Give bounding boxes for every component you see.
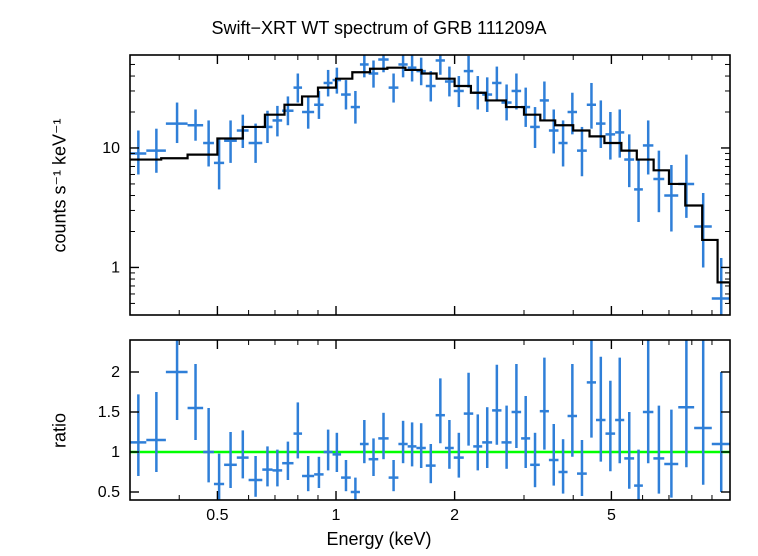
y-tick-label: 1.5 bbox=[98, 404, 120, 421]
y-tick-label: 1 bbox=[111, 259, 120, 276]
x-tick-label: 5 bbox=[607, 507, 616, 524]
x-tick-label: 2 bbox=[450, 507, 459, 524]
y-tick-label: 1 bbox=[111, 444, 120, 461]
y-tick-label: 2 bbox=[111, 364, 120, 381]
spectrum-chart: 0.5 1 2 5 1 10 0.5 1 1.5 2 bbox=[0, 0, 758, 556]
x-tick-label: 1 bbox=[332, 507, 341, 524]
top-panel bbox=[130, 46, 730, 315]
bottom-panel bbox=[130, 300, 730, 507]
y-tick-label: 0.5 bbox=[98, 484, 120, 501]
y-tick-label: 10 bbox=[102, 140, 120, 157]
x-tick-label: 0.5 bbox=[206, 507, 228, 524]
